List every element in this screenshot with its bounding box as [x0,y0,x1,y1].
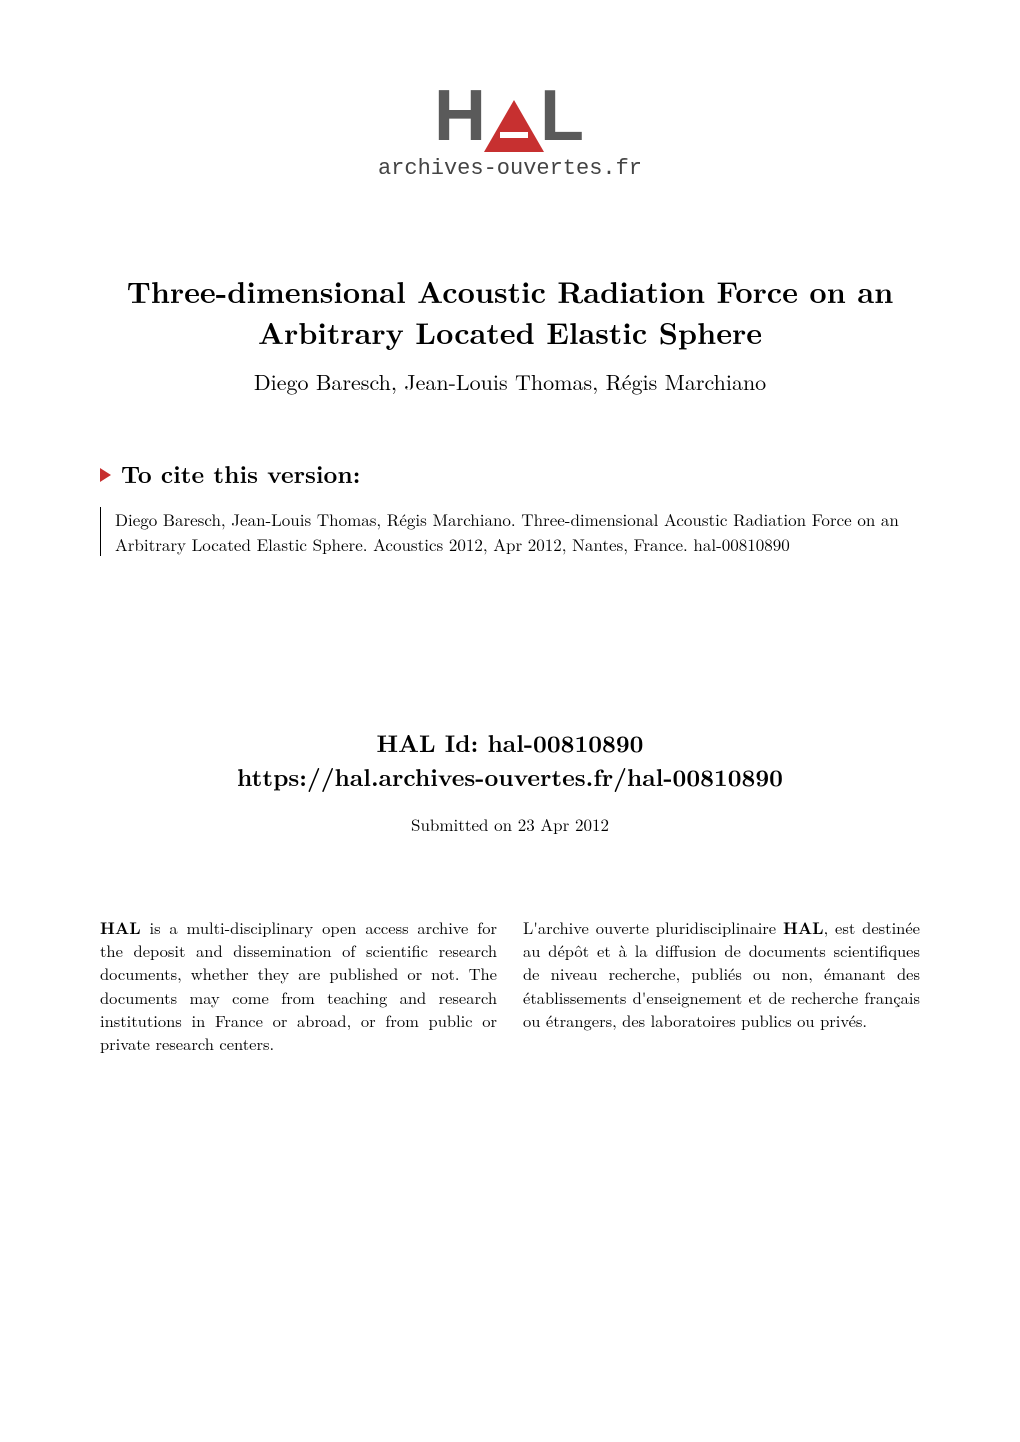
hal-id-block: HAL Id: hal-00810890 https://hal.archive… [100,726,920,794]
col-left-bold: HAL [100,915,141,939]
submitted-date: Submitted on 23 Apr 2012 [100,812,920,836]
logo-letter-l: L [540,76,586,156]
cite-body: Diego Baresch, Jean-Louis Thomas, Régis … [100,507,920,556]
hal-logo-text: HL [378,80,642,152]
column-right: L'archive ouverte pluridisciplinaire HAL… [523,916,920,1055]
cite-heading-text: To cite this version: [121,457,360,491]
paper-authors: Diego Baresch, Jean-Louis Thomas, Régis … [100,366,920,397]
hal-logo: HL archives-ouvertes.fr [100,80,920,181]
logo-letter-h: H [434,76,488,156]
hal-logo-mark: HL archives-ouvertes.fr [378,80,642,181]
col-left-text: is a multi-disciplinary open access arch… [100,915,497,1054]
col-right-bold: HAL [783,915,824,939]
cite-heading: To cite this version: [100,457,920,491]
description-columns: HAL is a multi-disciplinary open access … [100,916,920,1055]
column-left: HAL is a multi-disciplinary open access … [100,916,497,1055]
logo-subtitle: archives-ouvertes.fr [378,156,642,181]
col-right-pre: L'archive ouverte pluridisciplinaire [523,915,783,939]
paper-title: Three-dimensional Acoustic Radiation For… [100,271,920,352]
logo-letter-a-icon [484,92,544,152]
triangle-bullet-icon [100,468,111,482]
hal-id-url[interactable]: https://hal.archives-ouvertes.fr/hal-008… [100,760,920,794]
hal-id-label: HAL Id: hal-00810890 [100,726,920,760]
